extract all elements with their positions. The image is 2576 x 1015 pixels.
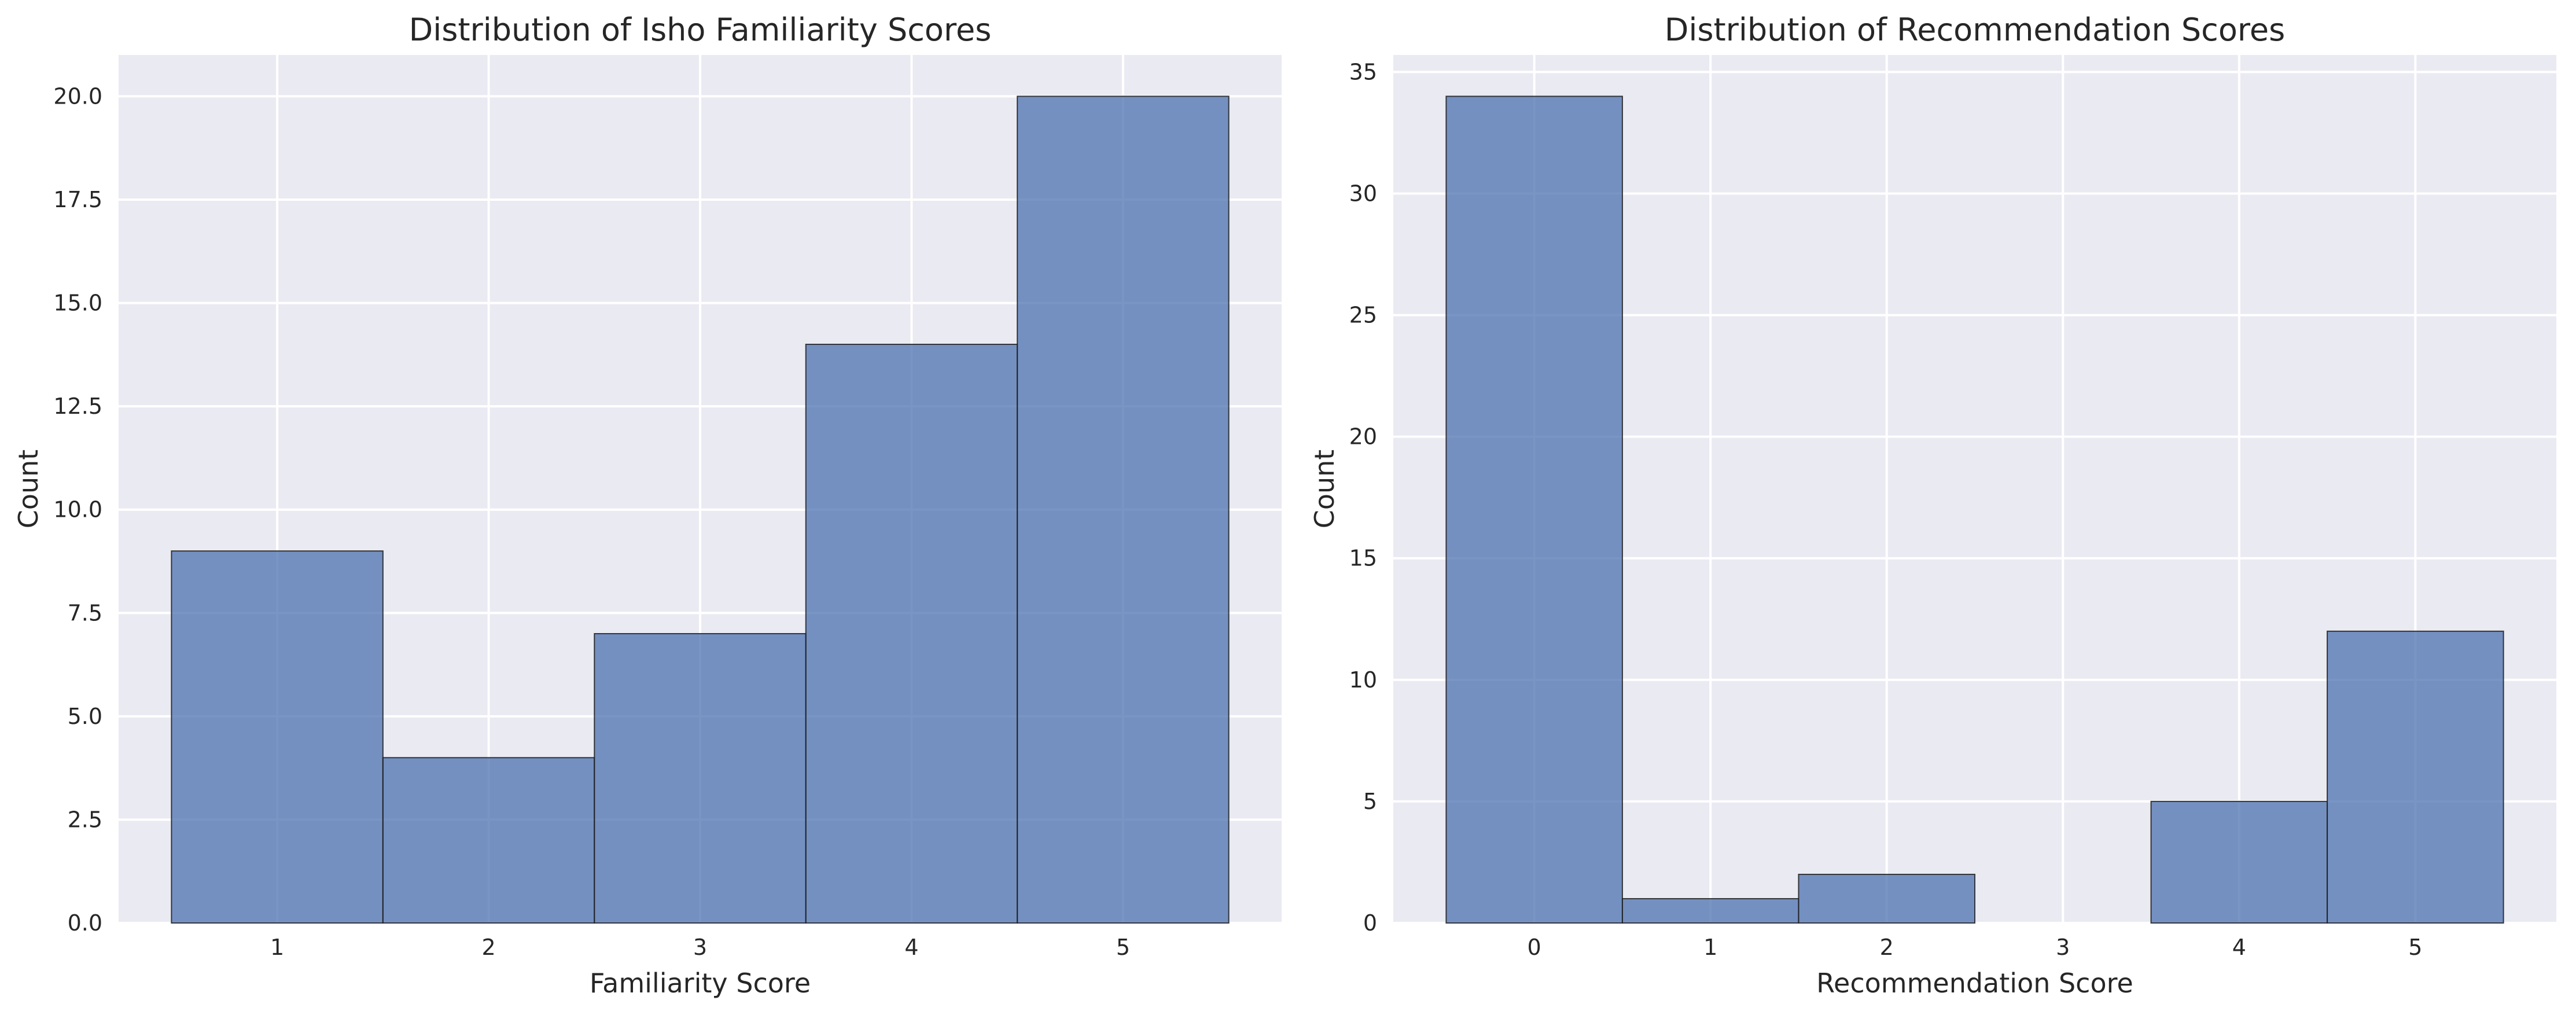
y-tick-label: 12.5 [53,394,102,419]
x-tick-label: 0 [1528,935,1541,960]
bar-5 [1017,95,1230,924]
y-tick-label: 5.0 [68,704,102,729]
bar-1 [171,550,384,924]
y-tick-label: 20 [1349,424,1377,450]
y-tick-label: 30 [1349,181,1377,206]
y-ticks: 0.0 2.5 5.0 7.5 10.0 12.5 15.0 17.5 20.0 [53,83,102,936]
y-tick-label: 35 [1349,59,1377,84]
x-axis-label: Familiarity Score [590,968,811,999]
y-ticks: 0 5 10 15 20 25 30 35 [1349,59,1377,936]
bar-2 [382,757,595,924]
x-tick-label: 5 [1116,935,1130,960]
x-tick-label: 3 [2056,935,2070,960]
bar-5 [2327,630,2504,924]
y-axis-label: Count [1309,450,1340,529]
y-tick-label: 0.0 [68,910,102,936]
x-tick-label: 2 [481,935,495,960]
chart-title: Distribution of Recommendation Scores [1665,12,2285,48]
y-axis-label: Count [13,450,44,529]
x-tick-label: 4 [904,935,918,960]
bar-1 [1621,898,1799,924]
y-tick-label: 0 [1363,910,1377,936]
y-tick-label: 2.5 [68,807,102,832]
bars [1445,95,2504,924]
bar-0 [1445,95,1623,924]
bars [171,95,1230,924]
recommendation-chart: 0 5 10 15 20 25 30 35 0 1 2 3 4 5 Distribution of Re… [1309,12,2556,999]
x-tick-label: 3 [693,935,707,960]
y-tick-label: 17.5 [53,187,102,212]
bar-4 [2150,800,2328,924]
x-tick-label: 2 [1880,935,1894,960]
y-tick-label: 15.0 [53,290,102,316]
x-axis-label: Recommendation Score [1816,968,2133,999]
y-tick-label: 10.0 [53,497,102,523]
bar-2 [1798,873,1976,924]
y-tick-label: 7.5 [68,600,102,626]
familiarity-chart: 0.0 2.5 5.0 7.5 10.0 12.5 15.0 17.5 20.0 1 2 3 4 5 D… [13,12,1282,999]
y-tick-label: 10 [1349,667,1377,693]
x-tick-label: 1 [1703,935,1717,960]
chart-title: Distribution of Isho Familiarity Scores [409,12,992,48]
bar-4 [805,344,1018,924]
x-tick-label: 5 [2408,935,2422,960]
bar-3 [594,633,807,924]
y-tick-label: 25 [1349,303,1377,328]
y-tick-label: 15 [1349,546,1377,571]
y-tick-label: 5 [1363,789,1377,814]
y-tick-label: 20.0 [53,83,102,109]
x-ticks: 0 1 2 3 4 5 [1528,935,2423,960]
x-tick-label: 4 [2232,935,2246,960]
x-ticks: 1 2 3 4 5 [270,935,1130,960]
x-tick-label: 1 [270,935,284,960]
